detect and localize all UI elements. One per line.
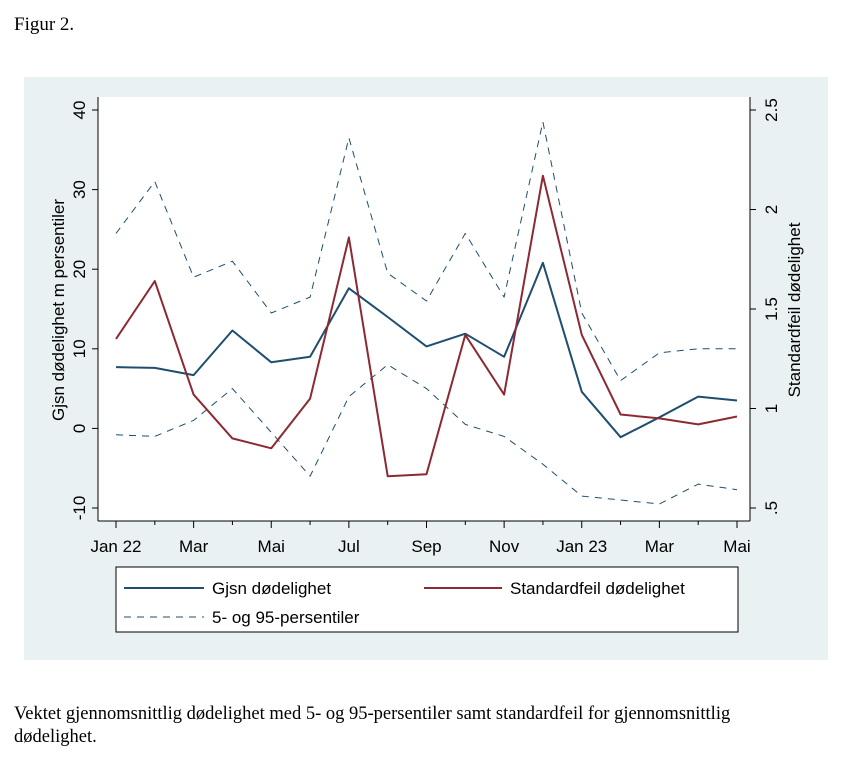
x-tick-label: Mai xyxy=(258,537,285,556)
y2-tick-label: 2 xyxy=(762,205,781,214)
x-tick-label: Mar xyxy=(645,537,675,556)
figure-caption: Vektet gjennomsnittlig dødelighet med 5-… xyxy=(14,704,731,747)
y-tick-label: 0 xyxy=(70,424,89,433)
series-line-percentile-95 xyxy=(115,121,737,382)
legend-box xyxy=(115,566,739,633)
y2-axis-label: Standardfeil dødelighet xyxy=(785,222,804,397)
x-tick-label: Jan 22 xyxy=(90,537,141,556)
y-tick-label: 40 xyxy=(70,101,89,120)
plot-area xyxy=(98,97,750,521)
figure-title: Figur 2. xyxy=(14,14,75,35)
y-axis-label: Gjsn dødelighet m persentiler xyxy=(49,199,68,421)
legend-label-percentiles: 5- og 95-persentiler xyxy=(212,608,360,627)
legend-label-stderr: Standardfeil dødelighet xyxy=(510,579,685,598)
x-tick-label: Mai xyxy=(723,537,750,556)
x-tick-label: Nov xyxy=(489,537,520,556)
line-chart: -10 0 10 20 30 40 .5 1 1.5 2 2.5 Jan 22 Mar Mai Jul Sep… xyxy=(24,77,828,660)
axes: -10 0 10 20 30 40 .5 1 1.5 2 2.5 Jan 22 Mar Mai Jul Sep… xyxy=(70,97,781,556)
y-tick-label: 30 xyxy=(70,180,89,199)
y-tick-label: 20 xyxy=(70,260,89,279)
y2-tick-label: 1 xyxy=(762,404,781,413)
x-tick-label: Mar xyxy=(179,537,209,556)
y2-tick-label: 2.5 xyxy=(762,98,781,122)
y2-tick-label: .5 xyxy=(762,501,781,515)
y-tick-label: 10 xyxy=(70,339,89,358)
series-line-stderr xyxy=(115,174,738,478)
x-tick-label: Jul xyxy=(338,537,360,556)
series-lines xyxy=(115,121,738,505)
series-line-percentile-5 xyxy=(115,364,738,505)
y-tick-label: -10 xyxy=(70,496,89,521)
x-tick-label: Sep xyxy=(411,537,441,556)
legend-label-mean: Gjsn dødelighet xyxy=(212,579,331,598)
legend: Gjsn dødelighet Standardfeil dødelighet … xyxy=(115,566,739,633)
y2-tick-label: 1.5 xyxy=(762,297,781,321)
x-tick-label: Jan 23 xyxy=(556,537,607,556)
series-line-mean xyxy=(115,261,738,439)
